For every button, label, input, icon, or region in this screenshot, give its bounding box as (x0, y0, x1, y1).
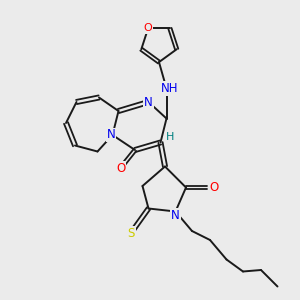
Text: NH: NH (161, 82, 179, 95)
Text: N: N (171, 209, 180, 222)
Text: O: O (144, 23, 152, 34)
Text: N: N (106, 128, 116, 142)
Text: O: O (116, 162, 125, 175)
Text: S: S (128, 227, 135, 240)
Text: N: N (144, 95, 153, 109)
Text: H: H (166, 132, 174, 142)
Text: O: O (209, 181, 218, 194)
